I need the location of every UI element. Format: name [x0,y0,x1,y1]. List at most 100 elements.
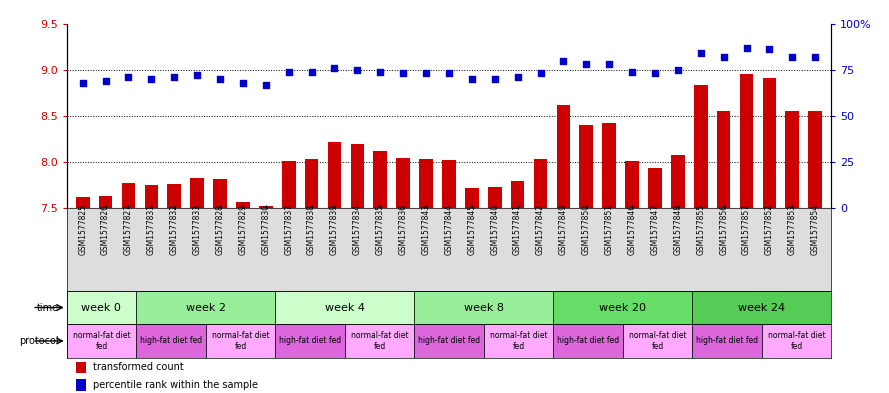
Text: high-fat diet fed: high-fat diet fed [696,336,758,345]
Bar [763,78,776,208]
Point [282,68,296,75]
Bar [190,178,204,208]
Point [487,76,501,82]
Bar [717,111,731,208]
Bar [122,184,135,208]
Point [122,74,136,80]
Point [648,70,662,77]
Point [396,70,411,77]
Bar [420,159,433,208]
Text: week 2: week 2 [186,303,226,312]
Bar [414,291,553,324]
Bar [762,324,831,358]
Bar [136,291,276,324]
Text: high-fat diet fed: high-fat diet fed [279,336,341,345]
Bar [580,125,593,208]
Point [808,54,822,60]
Point [419,70,433,77]
Point [533,70,548,77]
Point [510,74,525,80]
Bar [808,111,822,208]
Bar [488,187,501,208]
Text: high-fat diet fed: high-fat diet fed [557,336,619,345]
Text: week 20: week 20 [599,303,646,312]
Bar [740,74,753,208]
Bar [67,291,136,324]
Point [785,54,799,60]
Bar [373,151,387,208]
Bar [511,181,525,208]
Bar [145,185,158,208]
Bar [414,324,484,358]
Text: protocol: protocol [20,336,59,346]
Point [579,61,593,67]
Point [717,54,731,60]
Point [167,74,181,80]
Point [190,72,204,79]
Text: normal-fat diet
fed: normal-fat diet fed [73,331,131,351]
Bar [205,324,276,358]
Bar [99,196,112,208]
Text: week 4: week 4 [324,303,364,312]
Bar [350,144,364,208]
Point [350,67,364,73]
Text: normal-fat diet
fed: normal-fat diet fed [629,331,686,351]
Point [213,76,228,82]
Bar [622,324,693,358]
Point [327,65,341,71]
Bar [786,111,799,208]
Bar [305,159,318,208]
Bar [345,324,414,358]
Point [670,67,685,73]
Point [693,50,708,56]
Text: week 8: week 8 [464,303,504,312]
Bar [693,324,762,358]
Bar [396,158,410,208]
Bar [465,188,478,208]
Point [465,76,479,82]
Bar [671,155,685,208]
Bar [167,184,181,208]
Point [557,57,571,64]
Text: week 0: week 0 [82,303,122,312]
Text: high-fat diet fed: high-fat diet fed [140,336,202,345]
Bar [442,160,456,208]
Text: normal-fat diet
fed: normal-fat diet fed [212,331,269,351]
Bar [603,123,616,208]
Bar [553,291,693,324]
Bar [67,324,136,358]
Point [99,78,113,84]
Point [305,68,319,75]
Text: time: time [37,303,59,312]
Bar [76,197,90,208]
Bar [276,324,345,358]
Text: normal-fat diet
fed: normal-fat diet fed [350,331,408,351]
Point [442,70,456,77]
Bar [282,161,295,208]
Point [76,79,90,86]
Bar [259,206,273,208]
Point [144,76,158,82]
Text: transformed count: transformed count [93,362,184,373]
Bar [484,324,553,358]
Text: week 24: week 24 [738,303,785,312]
Point [740,44,754,51]
Text: percentile rank within the sample: percentile rank within the sample [93,380,259,390]
Point [236,79,250,86]
Text: normal-fat diet
fed: normal-fat diet fed [490,331,548,351]
Bar [533,159,548,208]
Bar [694,85,708,208]
Bar [557,105,570,208]
Bar [693,291,831,324]
Bar [236,202,250,208]
Bar [553,324,622,358]
Bar [648,168,661,208]
Bar [328,142,341,208]
Point [602,61,616,67]
Point [373,68,388,75]
Point [762,46,776,53]
Bar [136,324,205,358]
Text: normal-fat diet
fed: normal-fat diet fed [767,331,825,351]
Point [625,68,639,75]
Bar [276,291,414,324]
